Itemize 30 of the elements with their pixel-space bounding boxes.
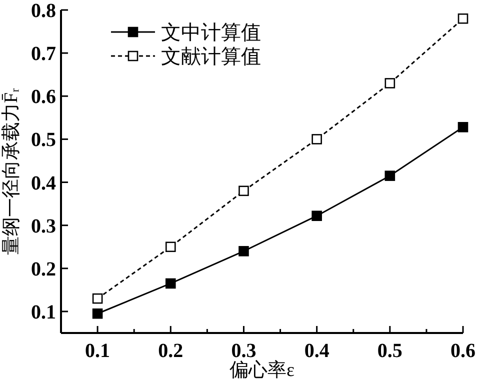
y-tick-label: 0.3: [31, 215, 56, 238]
y-tick-label: 0.8: [31, 0, 56, 22]
y-tick-label: 0.7: [31, 43, 56, 66]
x-tick-label: 0.1: [85, 340, 110, 362]
point: [384, 78, 396, 88]
point: [458, 122, 468, 132]
x-axis-title: 偏心率ε: [230, 359, 295, 381]
x-tick-label: 0.5: [377, 340, 402, 362]
y-tick-label: 0.6: [31, 86, 56, 108]
x-tick-label: 0.4: [304, 340, 330, 362]
point: [165, 242, 176, 252]
point: [165, 278, 176, 289]
y-tick-label: 0.1: [31, 301, 56, 324]
point: [312, 210, 322, 222]
point: [458, 13, 468, 24]
legend-label: 文中计算值: [161, 22, 261, 44]
point: [92, 308, 103, 319]
legend-label: 文献计算值: [161, 46, 261, 68]
x-tick-label: 0.3: [231, 340, 256, 362]
point: [384, 170, 396, 181]
x-tick-label: 0.6: [450, 340, 476, 362]
y-tick-label: 0.5: [31, 129, 56, 152]
point: [238, 186, 249, 196]
x-tick-label: 0.2: [158, 340, 184, 362]
y-tick-label: 0.4: [31, 172, 56, 194]
point: [238, 246, 249, 256]
y-axis-title: 量纲一径向承载力F̄ᵣ: [1, 88, 22, 255]
point: [92, 293, 103, 304]
point: [312, 134, 322, 144]
y-tick-label: 0.2: [31, 258, 56, 280]
